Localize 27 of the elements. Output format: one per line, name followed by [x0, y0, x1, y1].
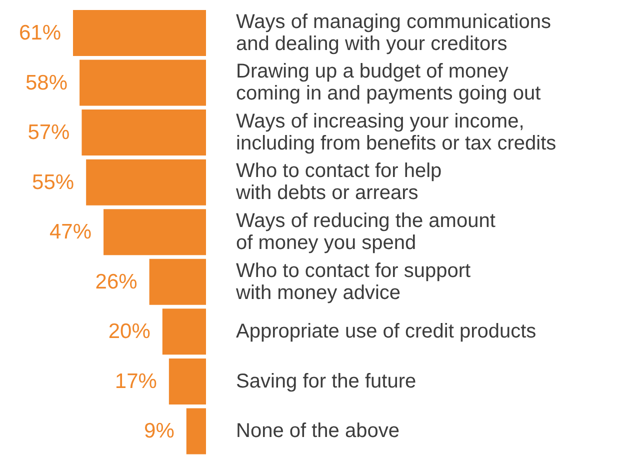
y-tick-label: Who to contact for help with debts or arrears — [235, 160, 442, 204]
y-tick-label: Ways of increasing your income, including from benefits or tax credits — [236, 110, 556, 154]
y-tick-label: Who to contact for support with money advice — [235, 260, 472, 304]
y-tick-label: Saving for the future — [236, 370, 416, 392]
data-label: 17% — [114, 370, 157, 393]
bar — [73, 10, 206, 56]
bar — [82, 110, 206, 156]
data-label: 9% — [144, 420, 174, 443]
y-tick-label: None of the above — [236, 420, 400, 442]
y-tick-label: Drawing up a budget of money coming in and payments going out — [236, 60, 542, 105]
bar — [104, 209, 206, 256]
y-tick-label: Ways of reducing the amount of money you spend — [236, 210, 496, 254]
y-tick-label: Appropriate use of credit products — [236, 320, 536, 343]
data-label: 58% — [26, 71, 68, 94]
data-label: 61% — [18, 22, 61, 44]
bar — [149, 258, 206, 305]
bar — [168, 358, 206, 404]
y-tick-label: Ways of managing communications and dealing with your creditors — [236, 10, 551, 55]
data-label: 55% — [32, 170, 74, 194]
data-label: 47% — [49, 220, 92, 244]
bar — [86, 159, 206, 206]
bar — [186, 408, 206, 454]
data-label: 26% — [95, 270, 138, 294]
data-label: 57% — [28, 121, 70, 144]
bar — [80, 60, 206, 106]
data-label: 20% — [108, 320, 150, 344]
bar — [162, 308, 206, 355]
